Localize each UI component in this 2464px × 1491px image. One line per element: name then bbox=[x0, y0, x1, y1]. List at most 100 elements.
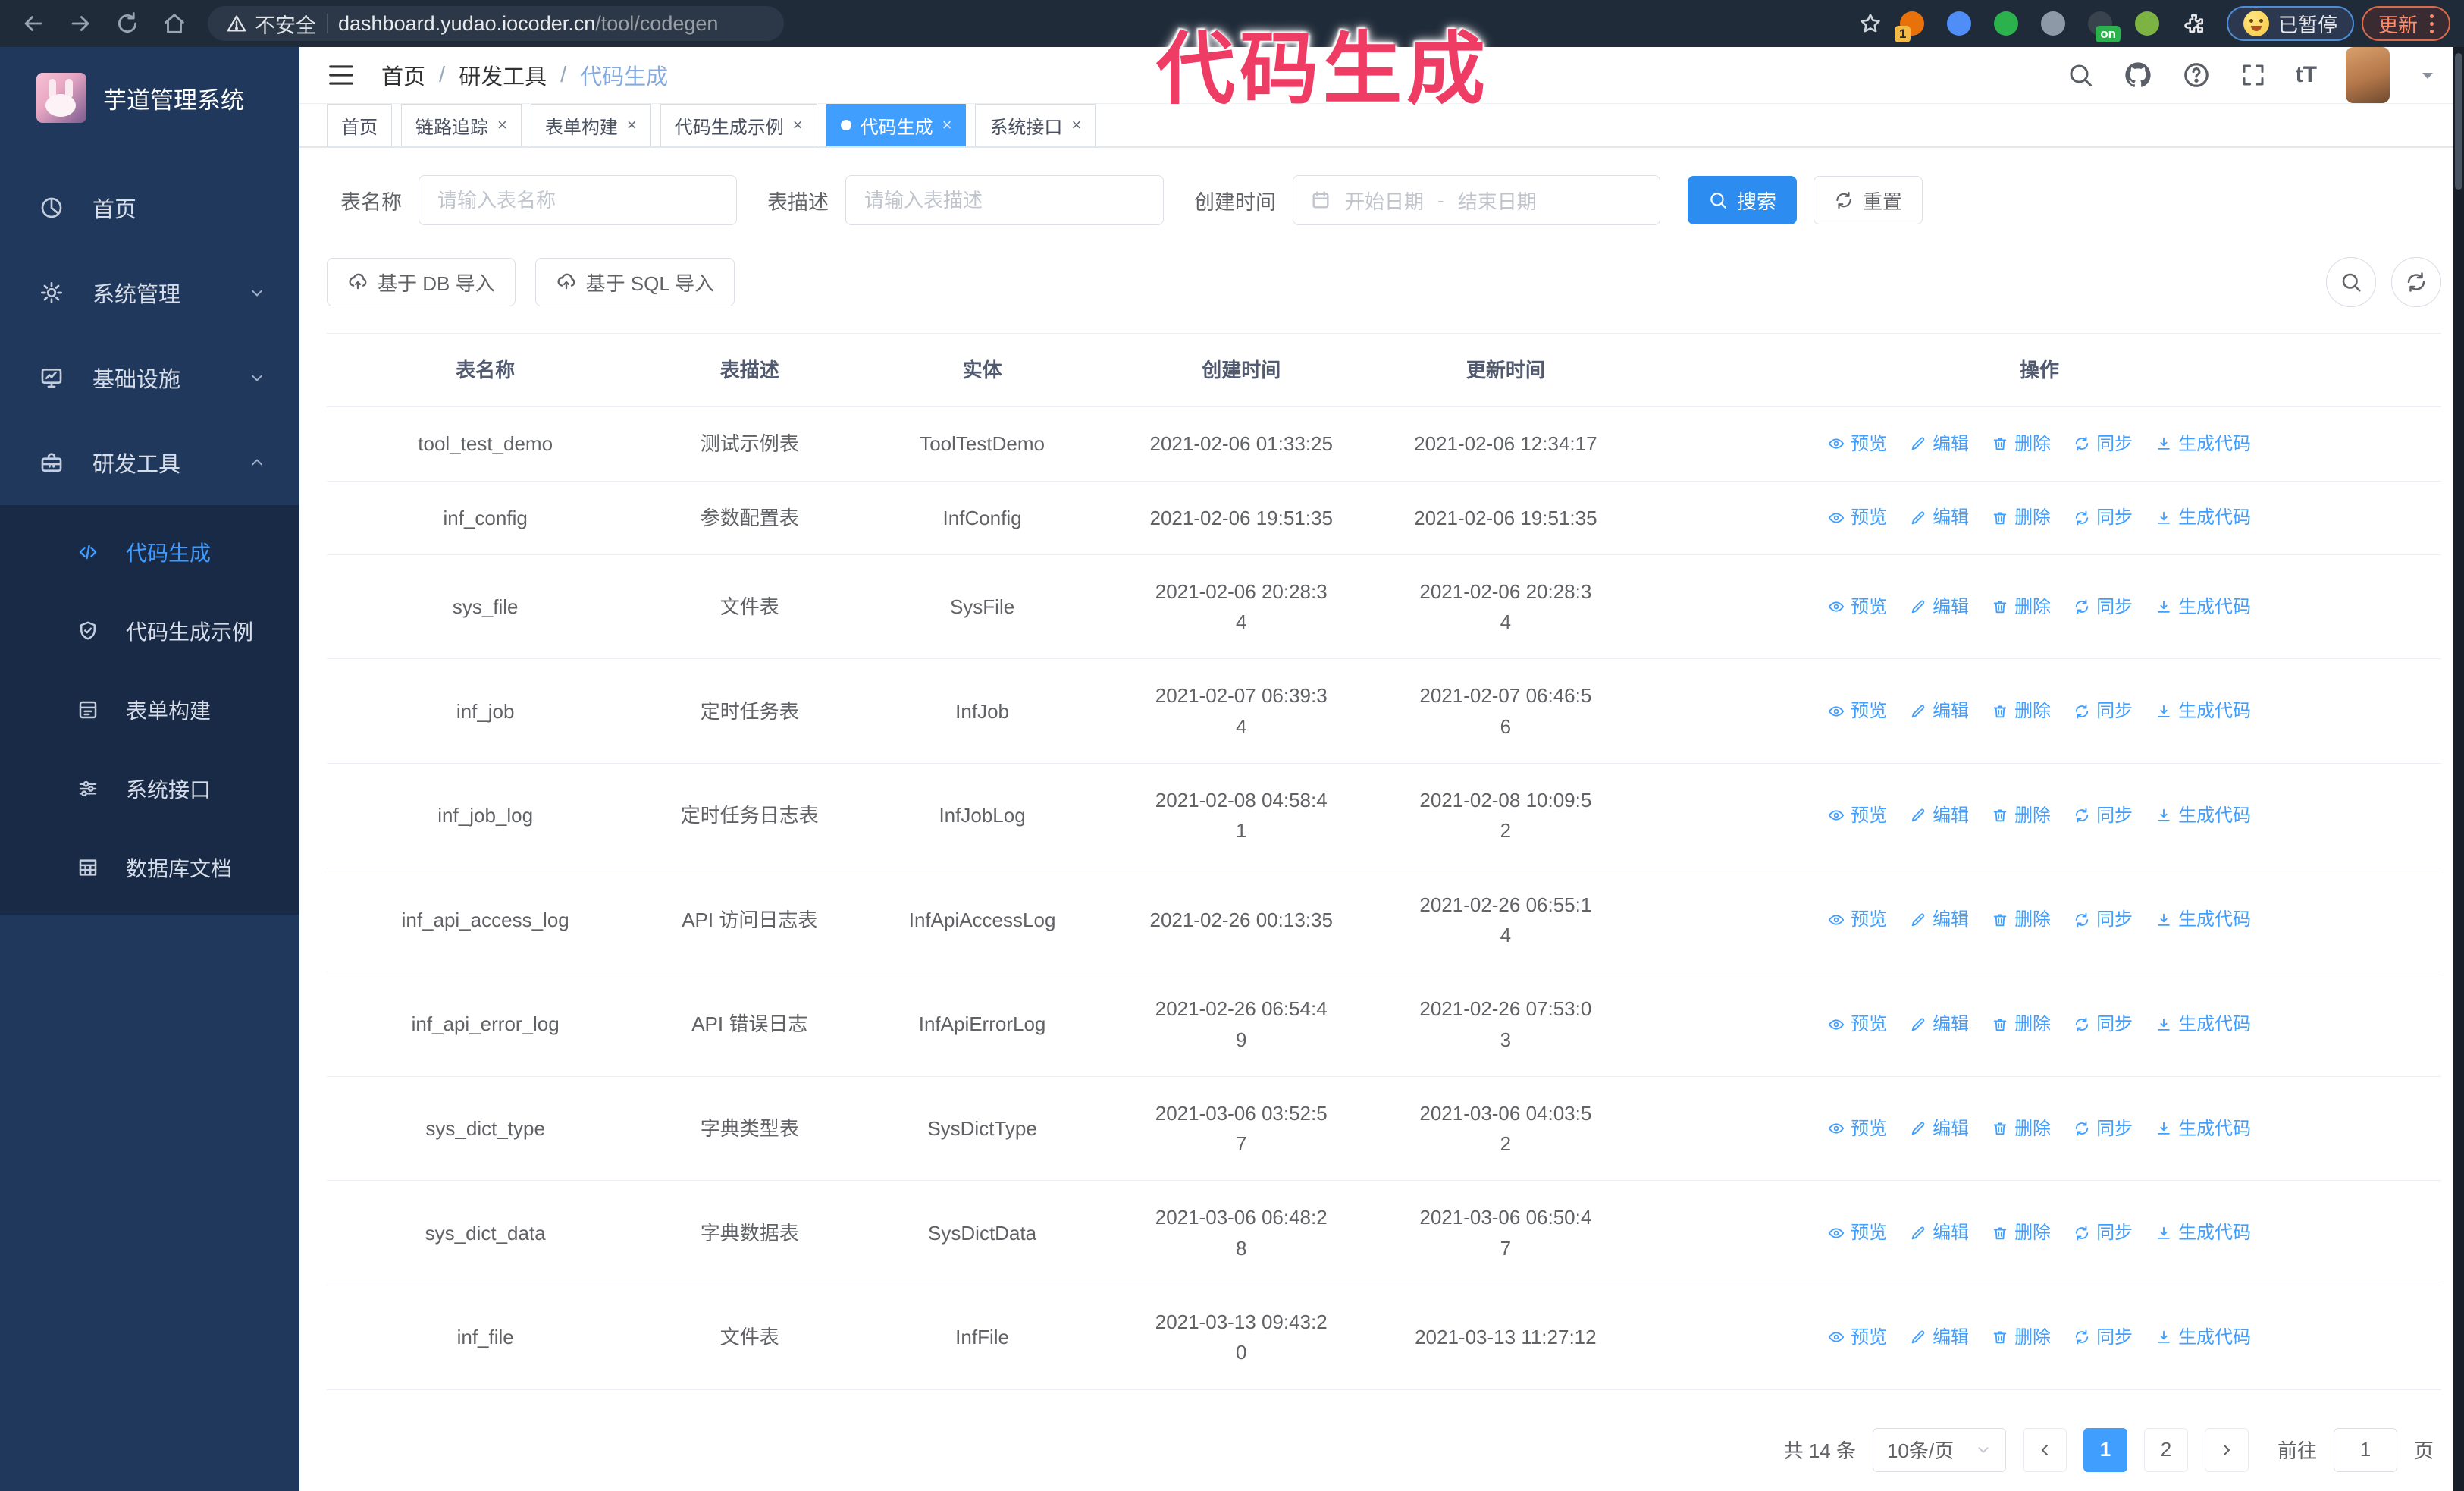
action-同步[interactable]: 同步 bbox=[2074, 1115, 2133, 1143]
table-name-input[interactable] bbox=[419, 175, 737, 225]
sidebar-item-代码生成[interactable]: 代码生成 bbox=[0, 513, 299, 592]
action-删除[interactable]: 删除 bbox=[1992, 1219, 2051, 1247]
prev-page-button[interactable] bbox=[2022, 1427, 2067, 1472]
app-logo-row[interactable]: 芋道管理系统 bbox=[0, 47, 299, 146]
action-编辑[interactable]: 编辑 bbox=[1910, 1115, 1969, 1143]
action-同步[interactable]: 同步 bbox=[2074, 1219, 2133, 1247]
action-同步[interactable]: 同步 bbox=[2074, 1010, 2133, 1038]
action-预览[interactable]: 预览 bbox=[1828, 1010, 1887, 1038]
hamburger-icon[interactable] bbox=[327, 61, 356, 89]
action-编辑[interactable]: 编辑 bbox=[1910, 802, 1969, 830]
action-预览[interactable]: 预览 bbox=[1828, 802, 1887, 830]
close-icon[interactable]: × bbox=[626, 115, 637, 134]
action-同步[interactable]: 同步 bbox=[2074, 697, 2133, 725]
breadcrumb-home[interactable]: 首页 bbox=[381, 65, 426, 89]
chrome-update-button[interactable]: 更新 bbox=[2361, 6, 2450, 41]
action-同步[interactable]: 同步 bbox=[2074, 906, 2133, 934]
action-删除[interactable]: 删除 bbox=[1992, 504, 2051, 532]
close-icon[interactable]: × bbox=[792, 115, 803, 134]
date-range-picker[interactable]: 开始日期 - 结束日期 bbox=[1293, 175, 1660, 225]
home-icon[interactable] bbox=[155, 4, 194, 43]
profile-paused-chip[interactable]: 已暂停 bbox=[2226, 6, 2354, 41]
action-编辑[interactable]: 编辑 bbox=[1910, 1219, 1969, 1247]
sidebar-item-基础设施[interactable]: 基础设施 bbox=[0, 335, 299, 420]
action-预览[interactable]: 预览 bbox=[1828, 906, 1887, 934]
action-预览[interactable]: 预览 bbox=[1828, 1323, 1887, 1351]
action-生成代码[interactable]: 生成代码 bbox=[2155, 1010, 2251, 1038]
goto-page-input[interactable] bbox=[2333, 1427, 2397, 1472]
grid-extension-icon[interactable] bbox=[2039, 9, 2067, 38]
back-icon[interactable] bbox=[14, 4, 53, 43]
page-button-2[interactable]: 2 bbox=[2143, 1427, 2188, 1472]
sidebar-item-系统管理[interactable]: 系统管理 bbox=[0, 250, 299, 335]
page-button-1[interactable]: 1 bbox=[2083, 1427, 2127, 1472]
scrollbar-thumb[interactable] bbox=[2455, 53, 2462, 190]
import-sql-button[interactable]: 基于 SQL 导入 bbox=[534, 258, 735, 306]
action-生成代码[interactable]: 生成代码 bbox=[2155, 697, 2251, 725]
action-预览[interactable]: 预览 bbox=[1828, 1115, 1887, 1143]
action-删除[interactable]: 删除 bbox=[1992, 802, 2051, 830]
action-生成代码[interactable]: 生成代码 bbox=[2155, 593, 2251, 621]
action-删除[interactable]: 删除 bbox=[1992, 1323, 2051, 1351]
help-icon[interactable] bbox=[2182, 61, 2211, 89]
search-icon[interactable] bbox=[2067, 61, 2094, 89]
sidebar-item-代码生成示例[interactable]: 代码生成示例 bbox=[0, 592, 299, 670]
action-预览[interactable]: 预览 bbox=[1828, 697, 1887, 725]
close-icon[interactable]: × bbox=[942, 115, 952, 134]
refresh-table-button[interactable] bbox=[2391, 257, 2441, 307]
tab-系统接口[interactable]: 系统接口 × bbox=[975, 104, 1096, 146]
action-生成代码[interactable]: 生成代码 bbox=[2155, 430, 2251, 458]
import-db-button[interactable]: 基于 DB 导入 bbox=[327, 258, 516, 306]
onetab-extension-icon[interactable]: on bbox=[2086, 9, 2121, 42]
action-同步[interactable]: 同步 bbox=[2074, 504, 2133, 532]
action-预览[interactable]: 预览 bbox=[1828, 593, 1887, 621]
action-同步[interactable]: 同步 bbox=[2074, 430, 2133, 458]
scrollbar[interactable] bbox=[2453, 47, 2464, 1491]
address-bar[interactable]: 不安全 dashboard.yudao.iocoder.cn/tool/code… bbox=[208, 6, 784, 41]
action-删除[interactable]: 删除 bbox=[1992, 1010, 2051, 1038]
browser-menu-icon[interactable] bbox=[2430, 14, 2434, 33]
action-编辑[interactable]: 编辑 bbox=[1910, 906, 1969, 934]
check-circle-extension-icon[interactable] bbox=[1992, 9, 2020, 38]
updater-extension-icon[interactable]: 1 bbox=[1894, 9, 1926, 42]
action-同步[interactable]: 同步 bbox=[2074, 1323, 2133, 1351]
sidebar-item-数据库文档[interactable]: 数据库文档 bbox=[0, 828, 299, 907]
github-icon[interactable] bbox=[2123, 60, 2153, 90]
action-删除[interactable]: 删除 bbox=[1992, 430, 2051, 458]
fullscreen-icon[interactable] bbox=[2240, 61, 2267, 89]
user-avatar[interactable] bbox=[2346, 47, 2390, 103]
action-生成代码[interactable]: 生成代码 bbox=[2155, 906, 2251, 934]
reload-icon[interactable] bbox=[108, 4, 147, 43]
puzzle-extensions-icon[interactable] bbox=[2180, 9, 2209, 38]
action-生成代码[interactable]: 生成代码 bbox=[2155, 1115, 2251, 1143]
action-编辑[interactable]: 编辑 bbox=[1910, 1323, 1969, 1351]
action-预览[interactable]: 预览 bbox=[1828, 430, 1887, 458]
action-生成代码[interactable]: 生成代码 bbox=[2155, 1219, 2251, 1247]
action-删除[interactable]: 删除 bbox=[1992, 593, 2051, 621]
fontsize-icon[interactable]: tT bbox=[2295, 62, 2317, 87]
forward-icon[interactable] bbox=[61, 4, 100, 43]
breadcrumb-tools[interactable]: 研发工具 bbox=[459, 65, 547, 89]
close-icon[interactable]: × bbox=[1071, 115, 1082, 134]
tab-代码生成示例[interactable]: 代码生成示例 × bbox=[660, 104, 817, 146]
action-编辑[interactable]: 编辑 bbox=[1910, 1010, 1969, 1038]
tab-表单构建[interactable]: 表单构建 × bbox=[530, 104, 651, 146]
search-button[interactable]: 搜索 bbox=[1688, 176, 1798, 224]
action-删除[interactable]: 删除 bbox=[1992, 1115, 2051, 1143]
toggle-search-button[interactable] bbox=[2326, 257, 2376, 307]
action-编辑[interactable]: 编辑 bbox=[1910, 593, 1969, 621]
next-page-button[interactable] bbox=[2204, 1427, 2249, 1472]
action-删除[interactable]: 删除 bbox=[1992, 906, 2051, 934]
action-同步[interactable]: 同步 bbox=[2074, 802, 2133, 830]
action-编辑[interactable]: 编辑 bbox=[1910, 504, 1969, 532]
action-生成代码[interactable]: 生成代码 bbox=[2155, 802, 2251, 830]
sidebar-item-首页[interactable]: 首页 bbox=[0, 165, 299, 250]
action-同步[interactable]: 同步 bbox=[2074, 593, 2133, 621]
page-size-select[interactable]: 10条/页 bbox=[1872, 1427, 2006, 1472]
close-icon[interactable]: × bbox=[497, 115, 507, 134]
gem-extension-icon[interactable] bbox=[1945, 9, 1973, 38]
action-预览[interactable]: 预览 bbox=[1828, 504, 1887, 532]
reset-button[interactable]: 重置 bbox=[1814, 176, 1923, 224]
action-生成代码[interactable]: 生成代码 bbox=[2155, 1323, 2251, 1351]
tab-链路追踪[interactable]: 链路追踪 × bbox=[401, 104, 522, 146]
